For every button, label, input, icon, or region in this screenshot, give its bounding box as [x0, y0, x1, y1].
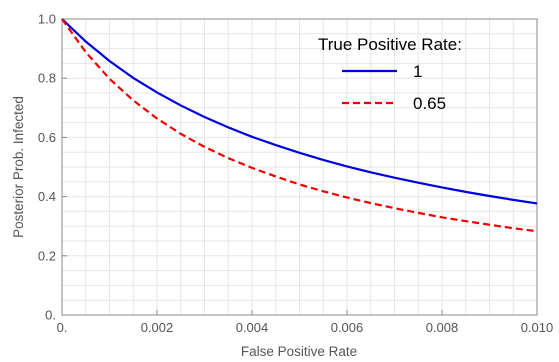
axis-ticks: 0. 0.002 0.004 0.006 0.008 0.010 0. 0.2 0.4 0.6 0.… — [38, 12, 553, 336]
y-tick-label: 0.6 — [38, 130, 56, 145]
y-axis-label: Posterior Prob. Infected — [11, 96, 26, 238]
legend: True Positive Rate: 1 0.65 — [318, 35, 462, 113]
x-tick-label: 0.008 — [426, 320, 459, 335]
plot-frame — [61, 18, 538, 316]
grid — [62, 19, 537, 315]
x-tick-label: 0. — [57, 320, 68, 335]
x-tick-label: 0.006 — [331, 320, 364, 335]
x-tick-label: 0.004 — [236, 320, 269, 335]
legend-label-2: 0.65 — [413, 94, 446, 113]
legend-title: True Positive Rate: — [318, 35, 462, 54]
y-tick-label: 1.0 — [38, 12, 56, 27]
x-axis-label: False Positive Rate — [241, 344, 357, 359]
series-line-1 — [61, 18, 538, 205]
y-tick-label: 0.4 — [38, 189, 56, 204]
series-lines — [61, 18, 538, 233]
x-tick-label: 0.002 — [141, 320, 174, 335]
y-tick-label: 0. — [45, 308, 56, 323]
x-tick-label: 0.010 — [521, 320, 554, 335]
y-tick-label: 0.2 — [38, 248, 56, 263]
y-tick-label: 0.8 — [38, 71, 56, 86]
legend-label-1: 1 — [413, 62, 422, 81]
